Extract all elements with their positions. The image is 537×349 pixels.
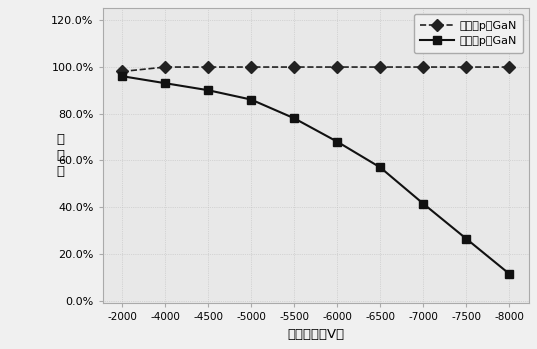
有低温p型GaN	[377, 65, 383, 69]
无低温p型GaN	[205, 88, 212, 92]
有低温p型GaN	[506, 65, 512, 69]
有低温p型GaN	[420, 65, 426, 69]
无低温p型GaN	[291, 116, 297, 120]
无低温p型GaN	[334, 140, 340, 144]
无低温p型GaN	[420, 202, 426, 206]
无低温p型GaN	[162, 81, 168, 85]
无低温p型GaN	[463, 237, 469, 241]
无低温p型GaN	[377, 165, 383, 170]
Line: 有低温p型GaN: 有低温p型GaN	[118, 63, 513, 76]
有低温p型GaN	[119, 69, 125, 74]
有低温p型GaN	[463, 65, 469, 69]
无低温p型GaN	[248, 97, 255, 102]
无低温p型GaN	[119, 74, 125, 78]
有低温p型GaN	[162, 65, 168, 69]
Line: 无低温p型GaN: 无低温p型GaN	[118, 72, 513, 278]
Legend: 有低温p型GaN, 无低温p型GaN: 有低温p型GaN, 无低温p型GaN	[413, 14, 523, 53]
有低温p型GaN	[248, 65, 255, 69]
无低温p型GaN	[506, 272, 512, 276]
有低温p型GaN	[205, 65, 212, 69]
Text: 通
过
率: 通 过 率	[56, 133, 64, 178]
有低温p型GaN	[334, 65, 340, 69]
有低温p型GaN	[291, 65, 297, 69]
X-axis label: 测试电压（V）: 测试电压（V）	[287, 328, 344, 341]
